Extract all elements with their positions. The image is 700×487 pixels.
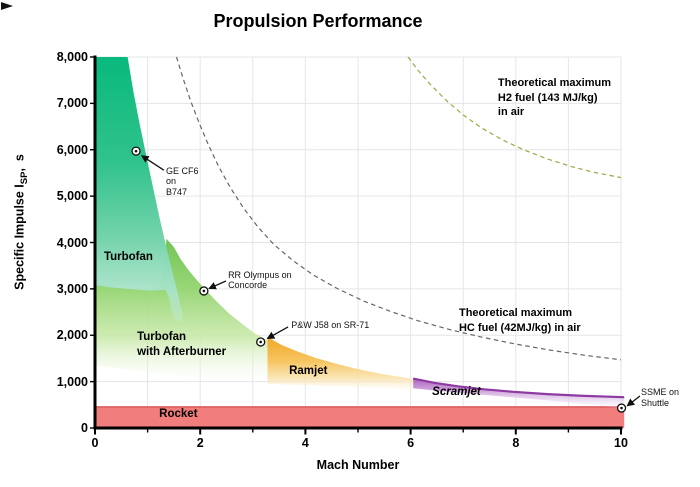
x-tick-label-8: 8 [512, 436, 520, 450]
x-axis-title: Mach Number [316, 458, 400, 472]
y-axis-title-subscript: SP [18, 171, 30, 185]
corner-mark [1, 2, 13, 10]
y-axis-title-unit: , s [12, 154, 27, 172]
y-tick-label-5000: 5,000 [56, 189, 88, 204]
arrow-rr-olympus [208, 280, 227, 290]
region-edge-scramjet [412, 377, 625, 399]
y-tick-label-4000: 4,000 [56, 235, 88, 250]
arrow-ge-cf6 [140, 155, 165, 171]
annotation-rr-olympus: RR Olympus on Concorde [228, 269, 292, 291]
label-turbofan: Turbofan [103, 251, 153, 264]
curve-h2-max [407, 56, 622, 179]
y-tick-label-8000: 8,000 [56, 50, 88, 64]
curve-hc-max [175, 56, 622, 361]
arrow-ssme [626, 395, 641, 407]
label-scramjet: Scramjet [432, 386, 481, 398]
marker-dot-ssme [620, 406, 623, 410]
annotation-ssme: SSME on Shuttle [640, 387, 680, 408]
y-tick-label-2000: 2,000 [56, 328, 88, 343]
x-tick-label-4: 4 [301, 436, 309, 450]
regions [95, 57, 625, 428]
chart-title: Propulsion Performance [213, 11, 423, 31]
region-ramjet [267, 337, 418, 391]
label-rocket: Rocket [159, 407, 198, 420]
arrow-pw-j58 [266, 326, 289, 340]
marker-dot-ge-cf6 [134, 149, 138, 153]
label-h2-max: Theoretical maximum H2 fuel (143 MJ/kg) … [497, 77, 611, 118]
label-hc-max: Theoretical maximum HC fuel (42MJ/kg) in… [458, 307, 581, 334]
axes [90, 55, 623, 435]
x-tick-label-0: 0 [91, 436, 99, 450]
annotation-ge-cf6: GE CF6 on B747 [166, 165, 199, 197]
y-tick-label-1000: 1,000 [56, 374, 88, 389]
marker-dot-rr-olympus [202, 289, 206, 293]
y-tick-label-6000: 6,000 [56, 142, 88, 157]
annotation-pw-j58: P&W J58 on SR-71 [291, 319, 370, 330]
region-turbofan [95, 57, 183, 323]
x-tick-label-6: 6 [407, 436, 415, 450]
label-ramjet: Ramjet [289, 365, 328, 377]
label-afterburner: Turbofan with Afterburner [137, 331, 227, 358]
engine-markers [131, 146, 627, 413]
x-tick-label-2: 2 [196, 436, 204, 450]
marker-dot-pw-j58 [259, 340, 262, 344]
region-scramjet [413, 378, 625, 409]
annotation-arrows [140, 155, 641, 407]
y-tick-label-0: 0 [81, 421, 88, 435]
y-axis-title-text: Specific Impulse I [12, 184, 27, 290]
x-tick-label-10: 10 [614, 436, 628, 450]
region-rocket [95, 406, 625, 428]
y-axis-title: Specific Impulse ISP, s [12, 154, 30, 290]
y-tick-label-3000: 3,000 [56, 281, 88, 296]
y-tick-label-7000: 7,000 [56, 96, 88, 111]
